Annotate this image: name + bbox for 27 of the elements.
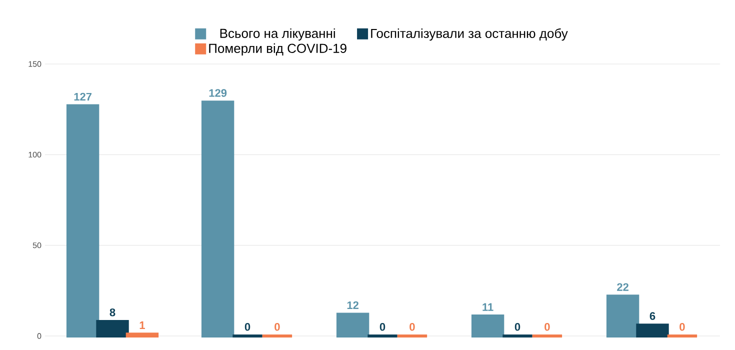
data-label: 12 xyxy=(347,301,358,310)
data-label: 1 xyxy=(140,321,145,329)
data-label: 0 xyxy=(544,323,550,331)
data-label: 0 xyxy=(514,323,520,331)
data-label: 0 xyxy=(244,323,250,331)
bar xyxy=(201,100,234,338)
data-label: 0 xyxy=(680,323,685,331)
bar xyxy=(471,314,504,338)
legend-label: Померли від COVID-19 xyxy=(209,43,346,56)
legend-label: Госпіталізували за останню добу xyxy=(371,28,568,41)
legend-label: Всього на лікуванні xyxy=(220,28,335,41)
data-label: 0 xyxy=(274,323,280,331)
y-tick-label: 0 xyxy=(37,333,42,339)
y-tick-label: 150 xyxy=(28,61,42,67)
bar xyxy=(66,104,100,338)
y-tick-label: 100 xyxy=(28,152,42,158)
y-tick-label: 50 xyxy=(32,242,42,248)
data-label: 22 xyxy=(617,283,628,291)
bar xyxy=(606,294,640,338)
data-label: 11 xyxy=(482,303,494,311)
data-label: 0 xyxy=(380,323,386,331)
data-label: 129 xyxy=(209,89,227,97)
data-label: 127 xyxy=(74,92,92,100)
bar xyxy=(336,312,370,338)
data-label: 8 xyxy=(110,308,116,316)
data-label: 0 xyxy=(410,323,415,331)
data-label: 6 xyxy=(650,312,656,320)
